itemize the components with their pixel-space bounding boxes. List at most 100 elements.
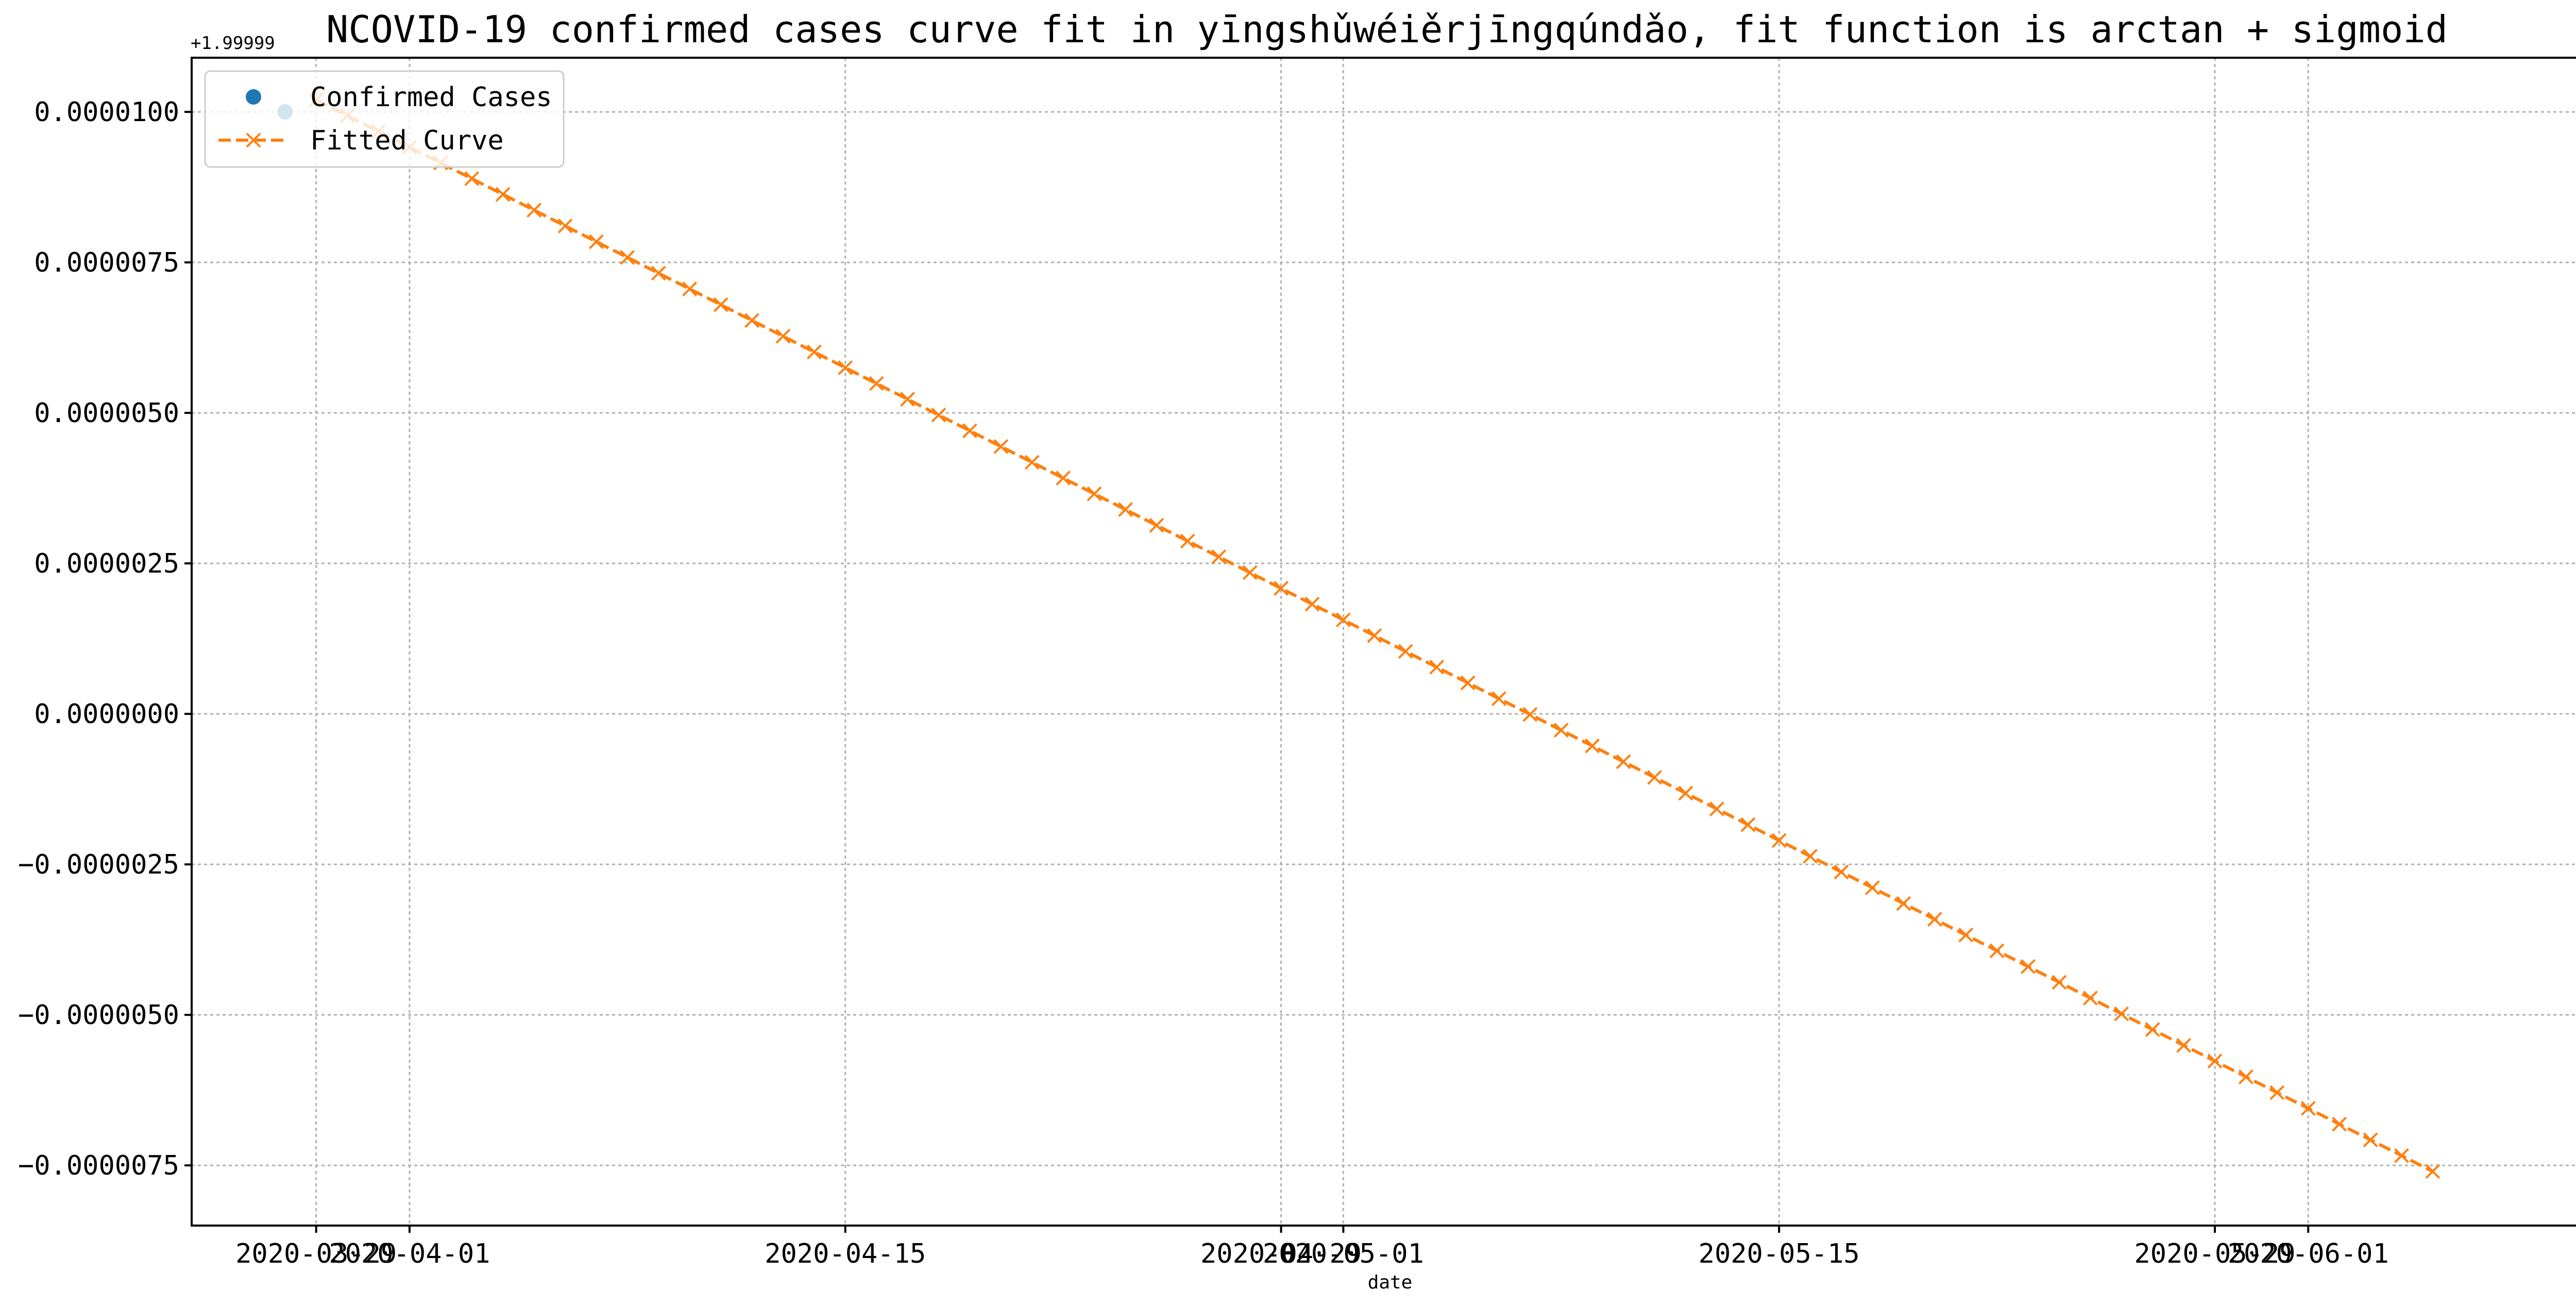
fitted-curve-marker [1678, 785, 1693, 801]
legend-confirmed-label: Confirmed Cases [310, 82, 552, 113]
marker-stroke [1335, 612, 1351, 628]
marker-stroke [1896, 896, 1911, 911]
fitted-curve-marker [1087, 486, 1102, 501]
fitted-curve-marker [1989, 943, 2005, 959]
x-tick-label: 2020-05-15 [1699, 1238, 1860, 1269]
fitted-curve-marker [1118, 502, 1133, 517]
fitted-curve-marker [1958, 927, 1974, 943]
fitted-curve-marker [2239, 1069, 2253, 1084]
marker-stroke [2052, 975, 2067, 990]
fitted-curve-marker [2207, 1053, 2223, 1069]
marker-stroke [2363, 1132, 2378, 1148]
marker-stroke [1118, 502, 1133, 517]
fitted-curve-marker [1335, 612, 1351, 628]
marker-stroke [900, 392, 915, 407]
marker-stroke [1585, 738, 1600, 753]
marker-stroke [464, 171, 480, 187]
marker-stroke [2300, 1101, 2316, 1116]
marker-stroke [744, 313, 759, 328]
fitted-curve-marker [1024, 455, 1040, 470]
fitted-curve-marker [527, 203, 541, 218]
marker-stroke [838, 360, 853, 375]
fitted-curve-marker [2021, 959, 2036, 974]
y-tick-label: 0.0000075 [34, 247, 179, 278]
fitted-curve-marker [1927, 912, 1942, 927]
fitted-curve-marker [869, 376, 884, 391]
fitted-curve-marker [682, 281, 698, 297]
legend-box [204, 70, 565, 168]
fitted-curve-line [315, 98, 2434, 1173]
marker-stroke [2394, 1148, 2409, 1163]
fitted-curve-marker [838, 360, 853, 375]
marker-stroke [1460, 675, 1476, 691]
fitted-curve-marker [1709, 801, 1724, 817]
marker-stroke [527, 203, 541, 218]
marker-stroke [2332, 1116, 2347, 1132]
marker-stroke [1709, 801, 1724, 817]
marker-stroke [2082, 991, 2098, 1006]
fitted-curve-marker [2300, 1101, 2316, 1116]
marker-stroke [806, 344, 822, 360]
marker-stroke [775, 328, 791, 344]
y-tick-label: −0.0000050 [18, 1000, 179, 1031]
fitted-curve-marker [1803, 848, 1818, 864]
marker-stroke [651, 265, 666, 281]
x-axis-label: date [1368, 1272, 1413, 1293]
fitted-curve-marker [713, 297, 728, 312]
fitted-curve-marker [931, 407, 946, 423]
legend: Confirmed Cases Fitted Curve [204, 70, 565, 168]
marker-stroke [1865, 880, 1880, 895]
chart-title: NCOVID-19 confirmed cases curve fit in y… [326, 8, 2448, 51]
fitted-curve-marker [2363, 1132, 2378, 1148]
marker-stroke [1834, 864, 1849, 880]
x-tick-label: 2020-04-29 [1200, 1238, 1362, 1269]
fitted-curve-marker [2082, 991, 2098, 1006]
marker-stroke [588, 234, 604, 249]
marker-stroke [931, 407, 946, 423]
x-tick-label: 2020-05-29 [2134, 1238, 2295, 1269]
marker-stroke [1056, 471, 1071, 485]
fitted-curve-marker [744, 313, 759, 328]
fitted-curve-marker [1460, 675, 1476, 691]
fitted-curve-marker [2114, 1006, 2129, 1021]
marker-stroke [1274, 581, 1289, 596]
x-tick-label: 2020-03-29 [235, 1238, 397, 1269]
marker-stroke [246, 132, 261, 148]
fitted-curve-marker [806, 344, 822, 360]
marker-stroke [620, 250, 635, 265]
plot-area-frame [191, 57, 2576, 1227]
fitted-curve-marker [2332, 1116, 2347, 1132]
marker-stroke [869, 376, 884, 391]
fitted-curve-marker [962, 423, 977, 439]
fitted-curve-marker [2394, 1148, 2409, 1163]
fitted-curve-marker [1056, 471, 1071, 485]
marker-stroke [1024, 455, 1040, 470]
fitted-curve-marker [2425, 1164, 2441, 1179]
fitted-curve-marker [1553, 723, 1569, 738]
y-offset-label: +1.99999 [191, 33, 275, 54]
marker-stroke [1803, 848, 1818, 864]
grid [192, 58, 2576, 1226]
legend-fitted-marker [246, 132, 261, 148]
x-tick-label: 2020-05-01 [1263, 1238, 1424, 1269]
fitted-curve-marker [1585, 738, 1600, 753]
fitted-curve-marker [1740, 817, 1756, 832]
marker-stroke [2425, 1164, 2441, 1179]
fitted-curve-marker [464, 171, 480, 187]
marker-stroke [1304, 596, 1320, 612]
marker-stroke [1989, 943, 2005, 959]
marker-stroke [2269, 1085, 2285, 1100]
fitted-curve-marker [651, 265, 666, 281]
marker-stroke [1553, 723, 1569, 738]
marker-stroke [2239, 1069, 2253, 1084]
fitted-curve-marker [1398, 644, 1413, 659]
fitted-curve-marker [1429, 660, 1445, 675]
fitted-curve-marker [1367, 628, 1382, 643]
marker-stroke [2145, 1022, 2160, 1037]
marker-stroke [2207, 1053, 2223, 1069]
fitted-curve-marker [588, 234, 604, 249]
fitted-curve-marker [1242, 565, 1258, 580]
marker-stroke [2021, 959, 2036, 974]
